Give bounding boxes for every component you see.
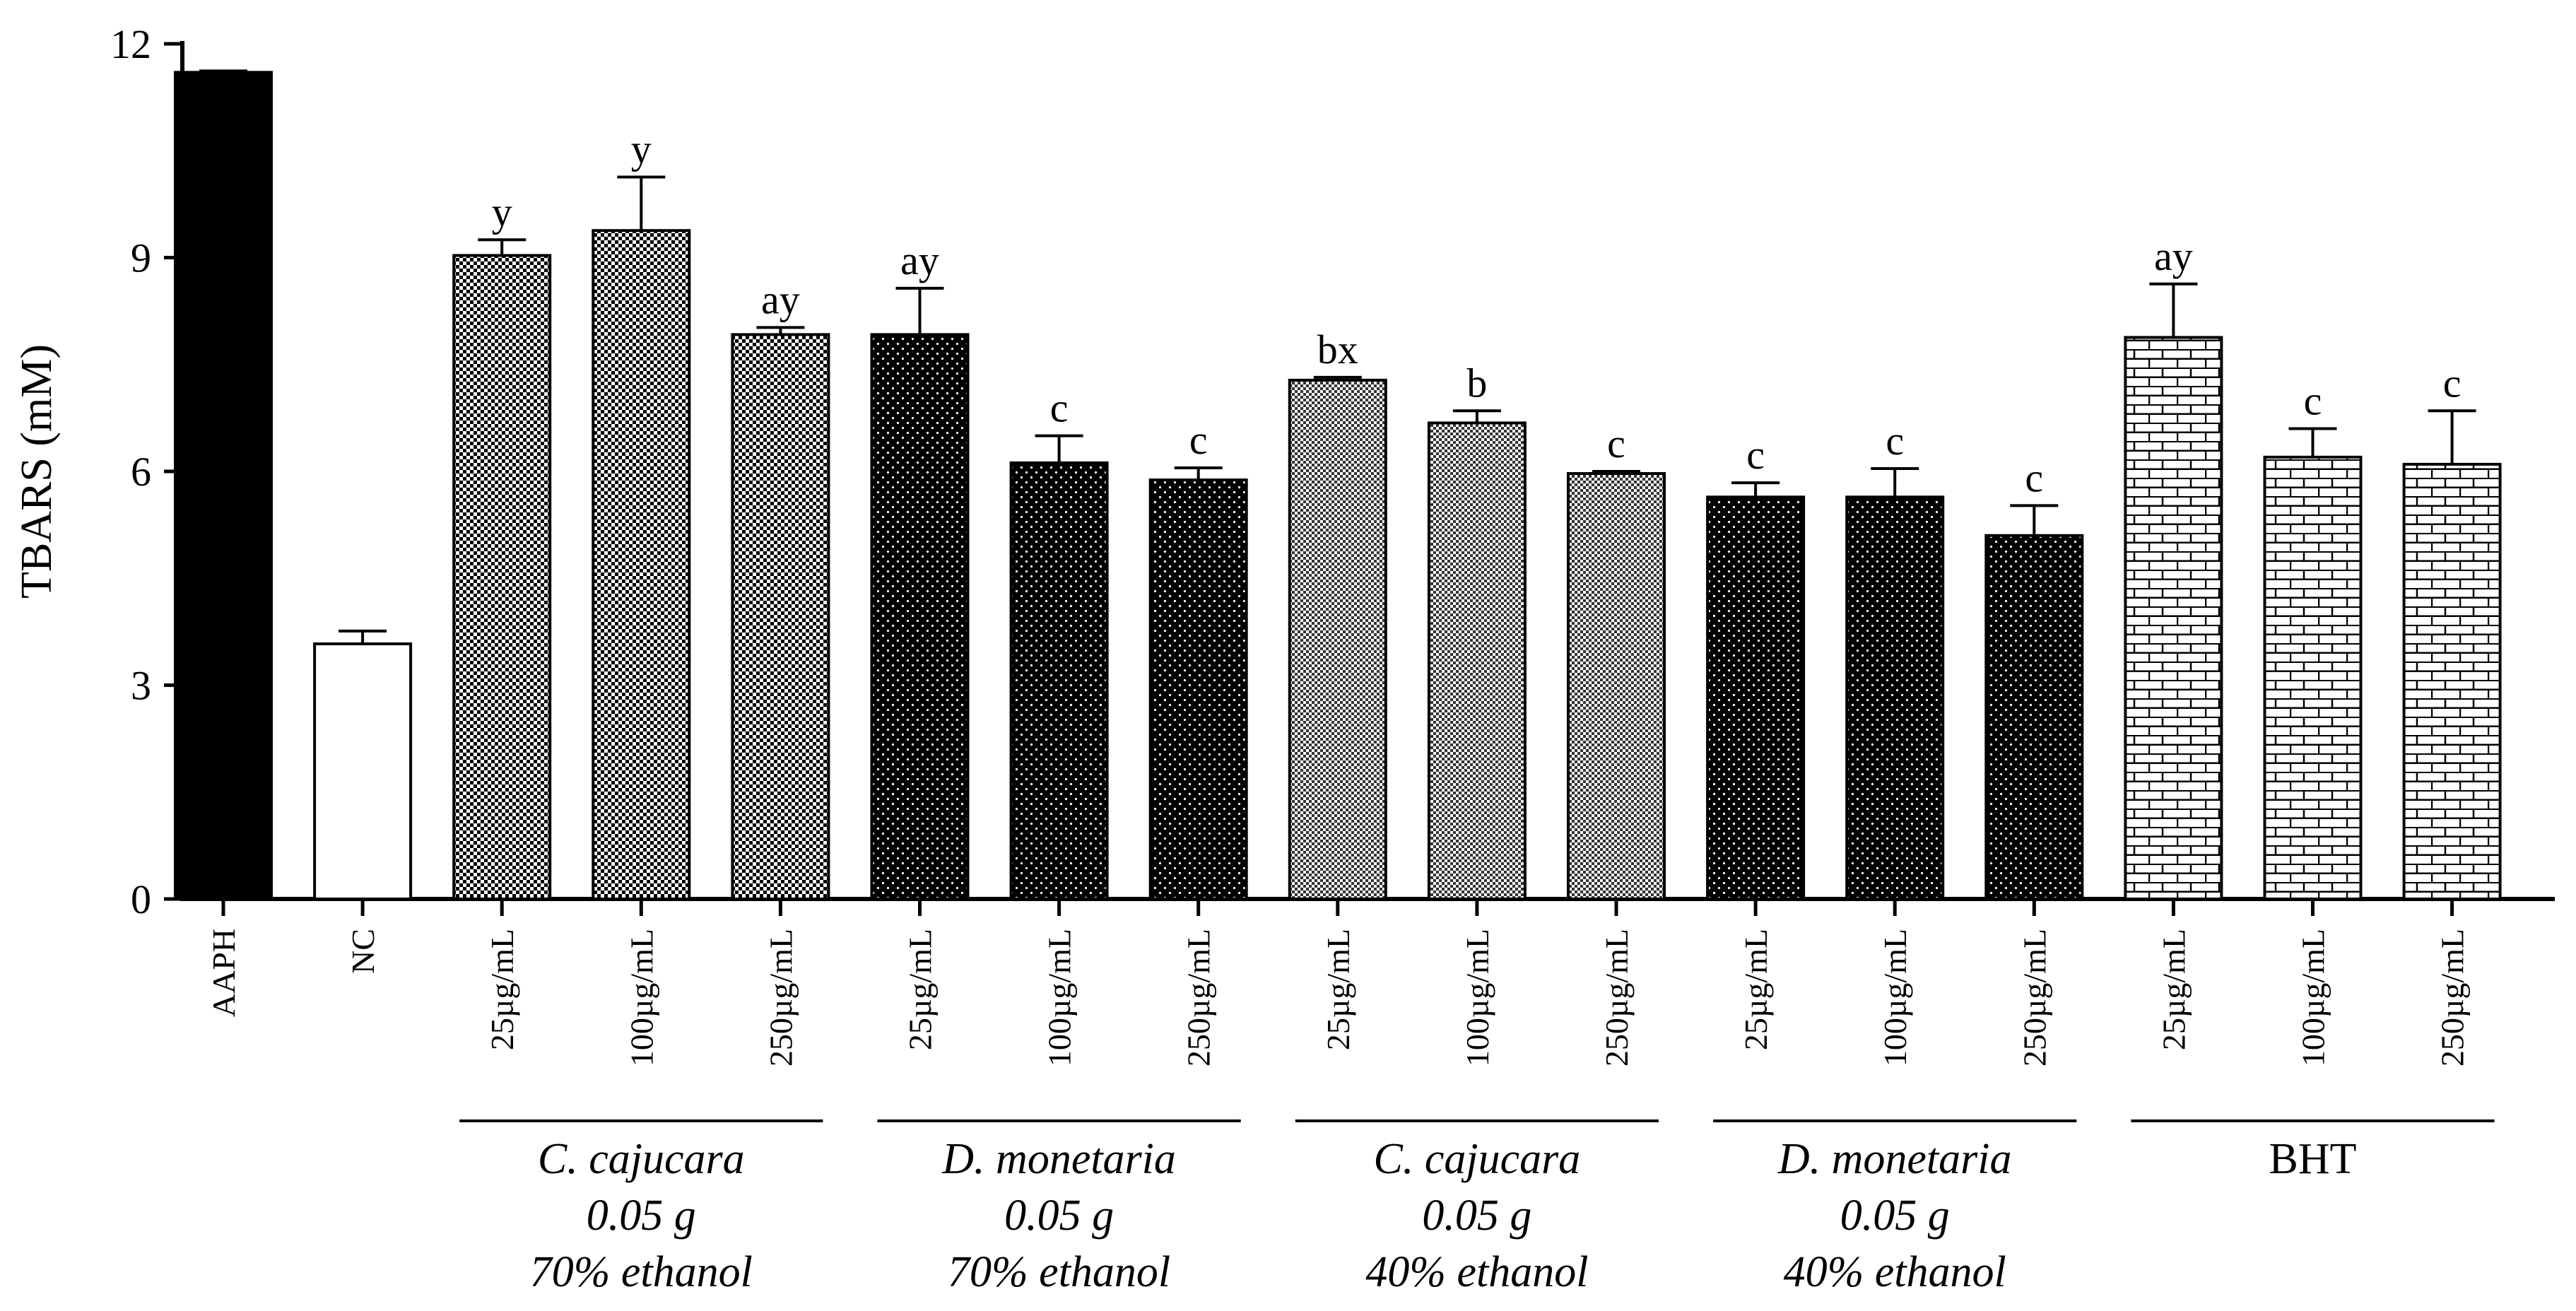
category-label-16: 250µg/mL: [2435, 929, 2471, 1066]
category-label-6: 100µg/mL: [1042, 929, 1078, 1066]
category-label-2: 25µg/mL: [484, 929, 520, 1050]
bar-1: [313, 642, 413, 900]
significance-label-8: bx: [1317, 327, 1358, 372]
category-label-14: 25µg/mL: [2156, 929, 2192, 1050]
significance-label-11: c: [1746, 432, 1765, 478]
group-label-1-line-1: 0.05 g: [1004, 1192, 1114, 1240]
significance-label-5: ay: [900, 237, 939, 283]
y-tick-label-3: 9: [131, 235, 151, 281]
bar-6: [1009, 461, 1109, 900]
bar-11: [1706, 495, 1806, 900]
category-label-15: 100µg/mL: [2295, 929, 2331, 1066]
bar-15: [2263, 455, 2363, 900]
significance-label-7: c: [1189, 417, 1208, 463]
y-tick-label-0: 0: [131, 876, 151, 922]
category-label-0: AAPH: [206, 929, 242, 1017]
category-label-1: NC: [345, 929, 381, 974]
significance-label-4: ay: [761, 276, 800, 322]
group-label-3-line-2: 40% ethanol: [1784, 1248, 2006, 1296]
bar-12: [1845, 495, 1945, 900]
bar-0: [174, 71, 273, 900]
category-label-3: 100µg/mL: [623, 929, 659, 1066]
y-tick-label-4: 12: [110, 21, 151, 67]
significance-label-9: b: [1466, 360, 1487, 406]
bar-3: [592, 229, 691, 900]
bar-16: [2402, 462, 2502, 900]
category-label-13: 250µg/mL: [2016, 929, 2052, 1066]
group-label-0-line-1: 0.05 g: [587, 1192, 696, 1240]
bar-7: [1148, 478, 1248, 900]
y-tick-label-1: 3: [131, 663, 151, 709]
group-label-1-line-0: D. monetaria: [941, 1135, 1176, 1183]
category-label-12: 100µg/mL: [1877, 929, 1913, 1066]
group-label-1-line-2: 70% ethanol: [948, 1248, 1170, 1296]
y-tick-label-2: 6: [131, 449, 151, 495]
bar-13: [1984, 534, 2084, 900]
group-label-4-line-0: BHT: [2269, 1135, 2357, 1183]
category-label-9: 100µg/mL: [1459, 929, 1495, 1066]
category-label-7: 250µg/mL: [1181, 929, 1217, 1066]
category-label-5: 25µg/mL: [902, 929, 939, 1050]
significance-label-13: c: [2025, 454, 2043, 500]
bar-10: [1567, 472, 1666, 900]
category-label-8: 25µg/mL: [1320, 929, 1356, 1050]
group-label-0-line-0: C. cajucara: [538, 1135, 745, 1183]
significance-label-15: c: [2304, 378, 2322, 424]
group-label-2-line-1: 0.05 g: [1422, 1192, 1531, 1240]
bars: [174, 69, 2502, 901]
bar-5: [870, 333, 970, 900]
bar-14: [2124, 336, 2223, 900]
significance-label-6: c: [1050, 385, 1069, 431]
group-label-3-line-1: 0.05 g: [1840, 1192, 1950, 1240]
group-label-2-line-2: 40% ethanol: [1365, 1248, 1588, 1296]
bar-2: [452, 254, 552, 901]
group-label-3-line-0: D. monetaria: [1777, 1135, 2012, 1183]
group-label-0-line-2: 70% ethanol: [530, 1248, 753, 1296]
group-label-2-line-0: C. cajucara: [1374, 1135, 1581, 1183]
significance-label-14: ay: [2154, 233, 2193, 279]
significance-label-12: c: [1886, 418, 1904, 464]
category-label-10: 250µg/mL: [1599, 929, 1635, 1066]
category-label-11: 25µg/mL: [1738, 929, 1774, 1050]
significance-label-10: c: [1607, 421, 1625, 466]
bar-8: [1288, 378, 1387, 900]
y-axis-title: TBARS (mM): [13, 344, 61, 599]
bar-9: [1427, 421, 1527, 900]
significance-label-2: y: [492, 189, 512, 235]
labels: AAPH NC y 25µg/mL y 100µg/mL ay 250µg/mL ay 25µg/…: [13, 21, 2471, 1296]
bar-4: [731, 333, 830, 900]
category-label-4: 250µg/mL: [763, 929, 799, 1066]
significance-label-3: y: [631, 127, 652, 172]
significance-label-16: c: [2443, 360, 2462, 406]
